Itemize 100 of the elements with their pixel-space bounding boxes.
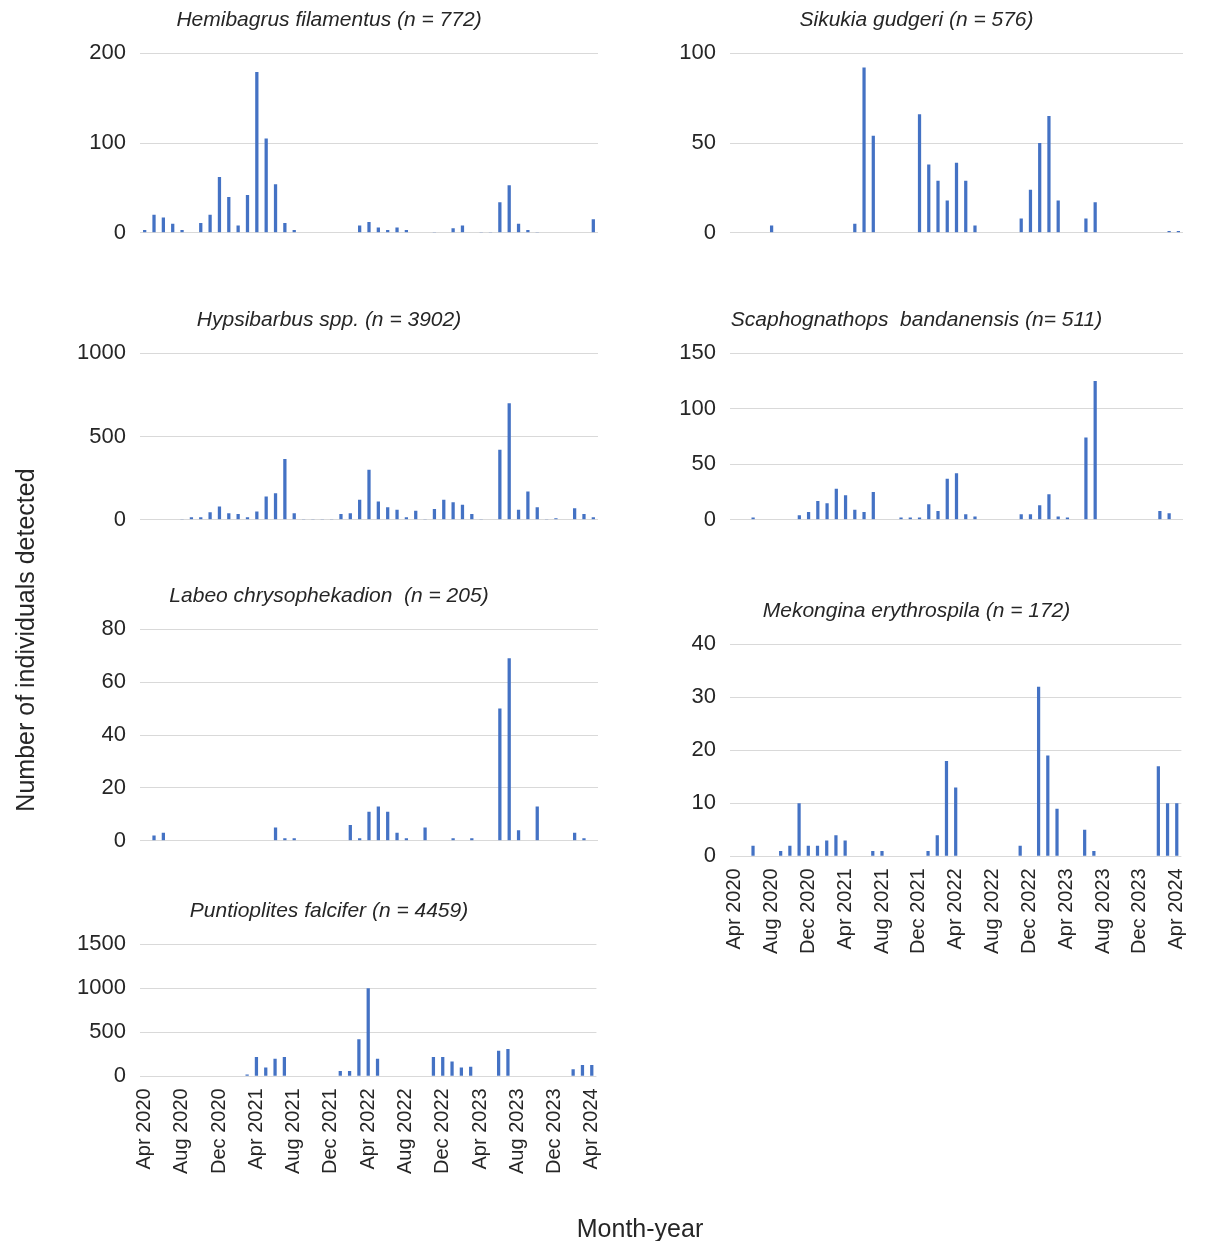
x-tick-label: Dec 2022 — [430, 1088, 453, 1174]
bar — [815, 845, 820, 856]
bar — [580, 1064, 585, 1076]
bar — [843, 495, 848, 520]
y-tick-label: 150 — [679, 339, 716, 365]
bar — [450, 1061, 454, 1076]
x-tick-label: Apr 2020 — [722, 868, 745, 950]
bar — [282, 1056, 287, 1076]
bar — [927, 504, 931, 520]
bar — [386, 507, 390, 520]
bar — [779, 851, 783, 856]
x-tick-label: Aug 2023 — [1090, 868, 1113, 955]
x-tick-label: Apr 2021 — [243, 1088, 266, 1170]
bar — [507, 403, 511, 520]
y-tick-label: 20 — [691, 736, 716, 762]
bar — [1028, 189, 1033, 233]
y-tick-label: 30 — [691, 683, 716, 709]
y-tick-label: 1000 — [77, 974, 126, 1000]
bar — [825, 840, 829, 856]
bar — [516, 830, 521, 841]
bar — [507, 658, 511, 841]
bar — [1047, 116, 1051, 233]
bar — [1167, 513, 1171, 520]
bar — [843, 840, 847, 856]
bar — [366, 988, 370, 1076]
x-tick-label: Aug 2021 — [869, 868, 892, 955]
y-tick-label: 500 — [89, 422, 126, 448]
bar — [1156, 766, 1160, 856]
y-tick-label: 40 — [101, 721, 126, 747]
bar — [590, 1064, 594, 1076]
y-tick-label: 10 — [691, 789, 716, 815]
bar — [180, 230, 184, 233]
bar — [208, 214, 212, 233]
x-tick-label: Apr 2023 — [1053, 868, 1076, 950]
bar — [1036, 686, 1041, 856]
bar — [964, 514, 968, 520]
bar — [339, 513, 343, 520]
bar — [273, 184, 278, 233]
y-tick-label: 500 — [89, 1018, 126, 1044]
bar — [367, 222, 371, 233]
bar — [871, 851, 875, 856]
y-tick-label: 200 — [89, 39, 126, 65]
bar — [375, 1058, 380, 1076]
y-tick-label: 0 — [703, 218, 716, 244]
bar — [1055, 808, 1059, 856]
bar — [1084, 437, 1088, 520]
bar — [423, 827, 427, 841]
bar — [973, 516, 977, 520]
bar — [535, 507, 539, 520]
bar — [254, 1056, 259, 1076]
x-tick-label: Dec 2020 — [206, 1088, 229, 1174]
bar — [591, 219, 595, 233]
y-tick-label: 1500 — [77, 930, 126, 956]
bar — [936, 180, 940, 233]
bar — [973, 225, 977, 233]
bar — [264, 496, 268, 520]
bar — [571, 1069, 575, 1076]
bar — [880, 851, 884, 856]
bar — [347, 1071, 352, 1076]
bar — [954, 473, 959, 520]
x-tick-label: Apr 2023 — [467, 1088, 490, 1170]
bar — [1084, 218, 1088, 233]
bar — [338, 1071, 342, 1076]
bar — [526, 491, 530, 520]
bar — [797, 803, 801, 856]
bar — [292, 513, 296, 520]
bar — [816, 500, 820, 520]
bar — [1019, 218, 1023, 233]
bar — [582, 513, 586, 520]
bar — [834, 488, 838, 520]
chart-title: Mekongina erythrospila (n = 172) — [762, 598, 1071, 622]
bar — [245, 195, 250, 233]
x-tick-label: Aug 2020 — [758, 868, 781, 955]
bar — [376, 501, 380, 520]
bar — [834, 835, 838, 856]
chart-title: Labeo chrysophekadion (n = 205) — [169, 583, 489, 607]
y-tick-label: 80 — [101, 615, 126, 641]
bar — [927, 164, 931, 233]
bar — [1165, 803, 1170, 856]
bar — [1018, 845, 1022, 856]
bar — [1028, 514, 1033, 520]
bar — [806, 845, 810, 856]
y-tick-label: 40 — [691, 630, 716, 656]
bar — [526, 230, 530, 233]
y-tick-label: 100 — [89, 129, 126, 155]
bar — [936, 510, 940, 520]
bar — [954, 787, 958, 856]
x-tick-label: Aug 2022 — [392, 1088, 415, 1175]
x-tick-label: Apr 2024 — [579, 1088, 602, 1170]
y-axis-title: Number of individuals detected — [10, 468, 40, 812]
bar — [926, 851, 930, 856]
bar — [376, 227, 380, 233]
bar — [954, 162, 959, 233]
x-tick-label: Aug 2023 — [504, 1088, 527, 1175]
bar — [273, 1058, 277, 1076]
bar — [152, 835, 156, 841]
bar — [357, 1039, 361, 1076]
y-tick-label: 50 — [691, 129, 716, 155]
x-tick-label: Dec 2023 — [542, 1088, 565, 1174]
x-tick-label: Apr 2020 — [132, 1088, 155, 1170]
